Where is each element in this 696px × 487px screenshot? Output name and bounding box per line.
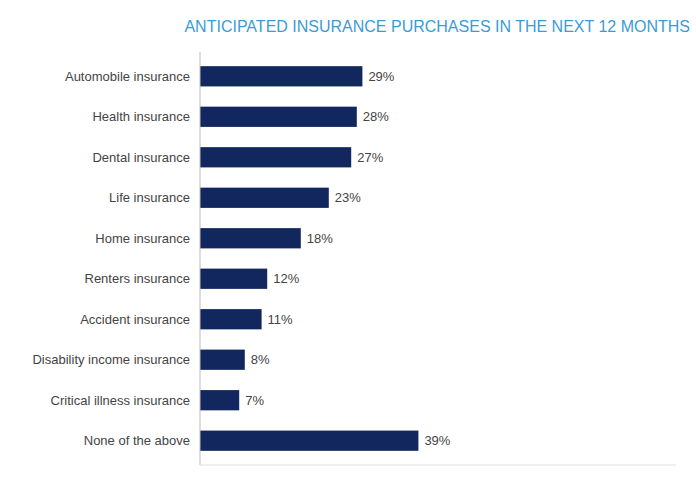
y-tick-label: Health insurance [92, 109, 190, 124]
bar [200, 188, 329, 208]
bar [200, 309, 262, 329]
y-tick-label: Renters insurance [85, 271, 191, 286]
y-axis-line [200, 52, 201, 465]
y-tick-label: Dental insurance [92, 150, 190, 165]
data-label: 12% [273, 271, 299, 286]
data-label: 23% [335, 190, 361, 205]
data-label: 8% [251, 352, 270, 367]
data-label: 39% [424, 433, 450, 448]
bar [200, 107, 357, 127]
title: ANTICIPATED INSURANCE PURCHASES IN THE N… [184, 18, 690, 35]
bar [200, 228, 301, 248]
chart: ANTICIPATED INSURANCE PURCHASES IN THE N… [0, 0, 696, 487]
bar [200, 66, 362, 86]
y-tick-label: Automobile insurance [65, 69, 190, 84]
data-label: 11% [268, 312, 293, 327]
y-tick-label: Home insurance [95, 231, 190, 246]
y-tick-label: Accident insurance [80, 312, 190, 327]
y-tick-label: Critical illness insurance [51, 393, 190, 408]
y-tick-label: Life insurance [109, 190, 190, 205]
data-label: 28% [363, 109, 389, 124]
data-labels: 39% 7% 8% 11% 12% 18% 23% 27% 28% 29% [245, 69, 451, 448]
data-label: 27% [357, 150, 383, 165]
y-tick-label: Disability income insurance [32, 352, 190, 367]
chart-container: ANTICIPATED INSURANCE PURCHASES IN THE N… [0, 0, 696, 487]
bars [200, 66, 418, 451]
data-label: 18% [307, 231, 333, 246]
y-tick-labels: None of the above Critical illness insura… [32, 69, 190, 448]
bar [200, 350, 245, 370]
bar [200, 390, 239, 410]
data-label: 29% [368, 69, 394, 84]
bar [200, 147, 351, 167]
bar [200, 269, 267, 289]
x-axis-line [200, 465, 676, 466]
bar [200, 431, 418, 451]
y-tick-label: None of the above [84, 433, 190, 448]
data-label: 7% [245, 393, 264, 408]
